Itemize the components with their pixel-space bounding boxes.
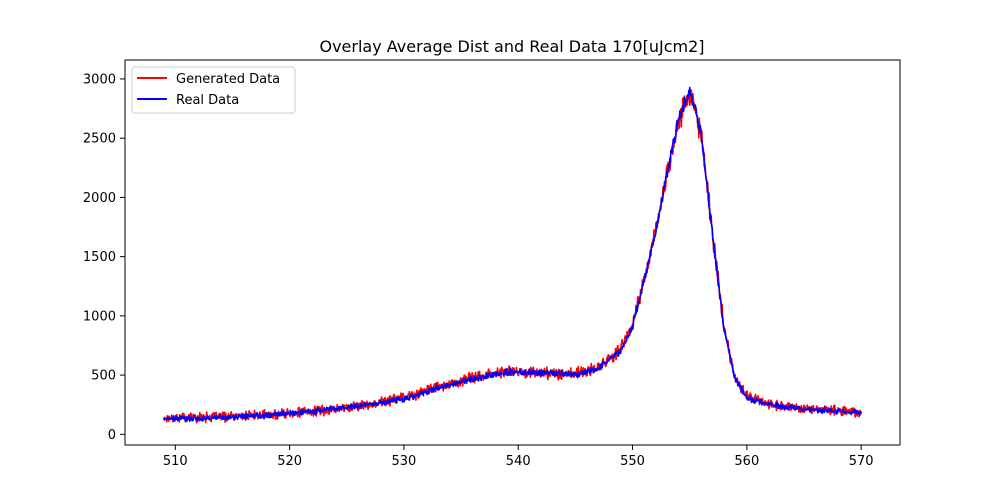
- y-tick-label: 3000: [83, 72, 116, 87]
- plot-frame: [124, 59, 901, 446]
- y-tick-label: 500: [91, 369, 116, 384]
- y-tick-label: 0: [108, 428, 116, 443]
- x-axis: 510 520 530 540 550 560 570: [163, 445, 874, 469]
- y-tick-label: 1500: [83, 250, 116, 265]
- legend-box: [131, 66, 296, 114]
- x-tick-label: 510: [163, 454, 188, 469]
- legend-label-real: Real Data: [176, 93, 239, 108]
- y-tick-label: 2500: [83, 132, 116, 147]
- x-tick-label: 520: [277, 454, 302, 469]
- y-tick-label: 1000: [83, 309, 116, 324]
- x-tick-label: 570: [849, 454, 874, 469]
- series-real-data-line: [163, 86, 862, 423]
- series-layer: [163, 86, 862, 424]
- chart-title: Overlay Average Dist and Real Data 170[u…: [319, 37, 704, 56]
- x-tick-label: 550: [620, 454, 645, 469]
- y-tick-label: 2000: [83, 191, 116, 206]
- x-tick-label: 540: [506, 454, 531, 469]
- x-tick-label: 560: [734, 454, 759, 469]
- legend: Generated Data Real Data: [131, 66, 296, 114]
- legend-label-generated: Generated Data: [176, 72, 280, 87]
- x-tick-label: 530: [391, 454, 416, 469]
- y-axis: 0 500 1000 1500 2000 2500 3000: [83, 72, 125, 443]
